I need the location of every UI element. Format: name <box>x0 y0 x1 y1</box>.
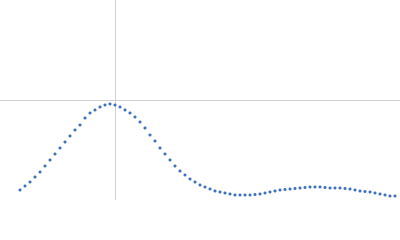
point <box>338 186 342 190</box>
point <box>218 190 222 194</box>
point <box>68 134 72 138</box>
point <box>78 123 82 127</box>
point <box>273 189 277 193</box>
point <box>263 191 267 195</box>
point <box>148 133 152 137</box>
point <box>388 194 392 198</box>
point <box>368 190 372 194</box>
point <box>353 188 357 192</box>
point <box>278 188 282 192</box>
point <box>233 193 237 197</box>
point <box>243 193 247 197</box>
point <box>188 177 192 181</box>
point <box>63 140 67 144</box>
point <box>223 191 227 195</box>
point <box>113 103 117 107</box>
point <box>203 185 207 189</box>
point <box>248 193 252 197</box>
point <box>258 192 262 196</box>
point <box>108 102 112 106</box>
point <box>53 152 57 156</box>
point <box>378 192 382 196</box>
point <box>208 187 212 191</box>
point <box>228 192 232 196</box>
point <box>133 115 137 119</box>
point <box>138 120 142 124</box>
point <box>168 158 172 162</box>
point <box>128 111 132 115</box>
point <box>88 111 92 115</box>
point <box>123 108 127 112</box>
point <box>383 193 387 197</box>
chart <box>0 0 400 200</box>
point <box>253 193 257 196</box>
point <box>183 173 187 177</box>
point <box>98 105 102 109</box>
point <box>23 184 27 188</box>
point <box>363 190 367 193</box>
point <box>238 193 242 197</box>
point <box>343 187 347 190</box>
point <box>333 186 337 190</box>
point <box>118 105 122 109</box>
point <box>163 152 167 156</box>
point <box>198 183 202 187</box>
point <box>38 170 42 174</box>
point <box>103 103 107 107</box>
point <box>288 187 292 191</box>
point <box>48 158 52 162</box>
point <box>373 191 377 195</box>
point <box>18 188 22 192</box>
point <box>268 190 272 194</box>
point <box>318 185 322 189</box>
point <box>283 188 287 191</box>
point <box>83 116 87 120</box>
point <box>358 189 362 193</box>
point <box>33 175 37 179</box>
page: {"chart_data": {"type": "scatter", "colo… <box>0 0 400 200</box>
point <box>313 185 317 189</box>
point <box>323 186 327 189</box>
point <box>178 169 182 173</box>
point <box>348 187 352 191</box>
point <box>43 164 47 168</box>
point <box>193 180 197 184</box>
point <box>73 128 77 132</box>
point <box>143 126 147 130</box>
point <box>308 185 312 189</box>
point <box>158 146 162 150</box>
point <box>58 146 62 150</box>
point <box>93 108 97 112</box>
point <box>213 189 217 193</box>
point <box>298 186 302 190</box>
point <box>153 139 157 143</box>
point <box>303 186 307 189</box>
point <box>293 187 297 190</box>
point <box>28 180 32 184</box>
point <box>173 164 177 168</box>
point <box>393 194 397 198</box>
point <box>328 186 332 190</box>
